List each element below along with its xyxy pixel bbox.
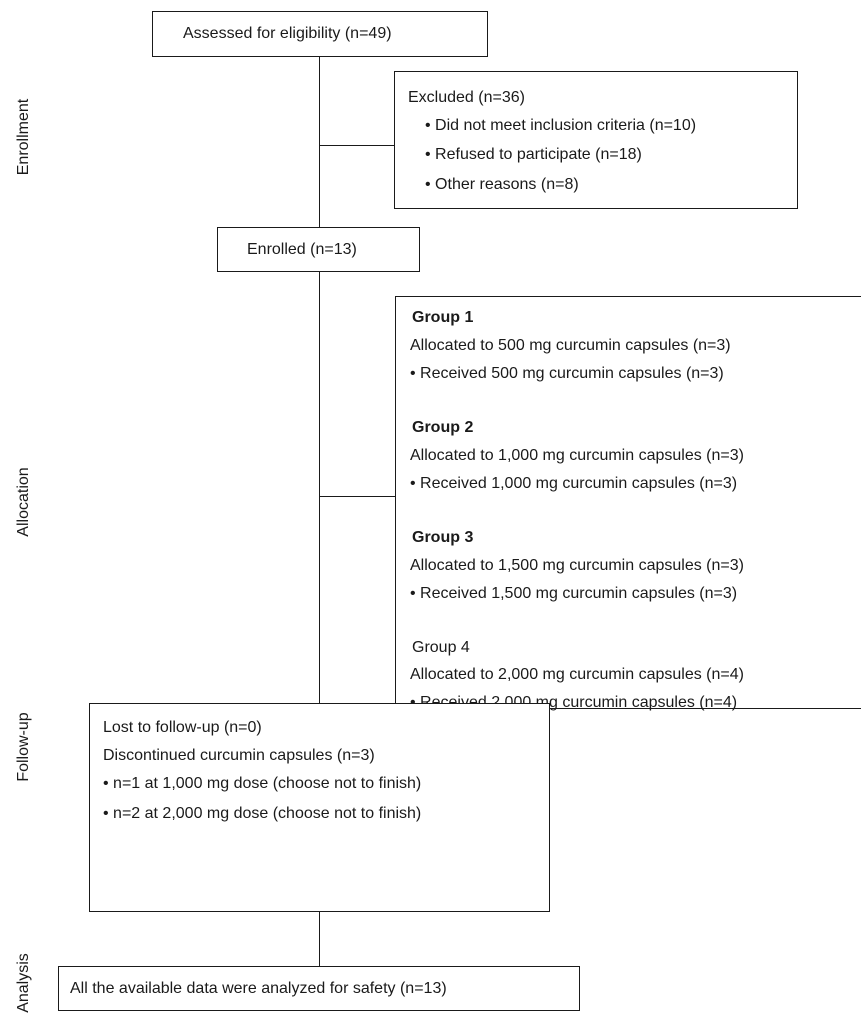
- connector-main-top: [319, 56, 320, 228]
- group-allocated: Allocated to 1,500 mg curcumin capsules …: [410, 557, 744, 574]
- stage-label-followup: Follow-up: [15, 712, 32, 782]
- connector-groups: [319, 496, 396, 497]
- stage-label-allocation: Allocation: [15, 467, 32, 537]
- group-received: • Received 1,500 mg curcumin capsules (n…: [410, 585, 738, 602]
- followup-discontinued: Discontinued curcumin capsules (n=3): [103, 747, 375, 764]
- group-received: • Received 1,000 mg curcumin capsules (n…: [410, 475, 738, 492]
- assessed-text: Assessed for eligibility (n=49): [183, 25, 392, 42]
- excluded-item: • Other reasons (n=8): [425, 176, 579, 193]
- group-name: Group 1: [412, 309, 474, 326]
- followup-item: • n=1 at 1,000 mg dose (choose not to fi…: [103, 775, 422, 792]
- group-name: Group 2: [412, 419, 474, 436]
- group-allocated: Allocated to 2,000 mg curcumin capsules …: [410, 666, 744, 683]
- connector-main-bottom: [319, 911, 320, 967]
- allocation-groups-box: Group 1 Allocated to 500 mg curcumin cap…: [395, 296, 861, 711]
- group-allocated: Allocated to 1,000 mg curcumin capsules …: [410, 447, 744, 464]
- excluded-item: • Did not meet inclusion criteria (n=10): [425, 117, 697, 134]
- enrolled-box: Enrolled (n=13): [217, 227, 420, 272]
- excluded-item: • Refused to participate (n=18): [425, 146, 642, 163]
- excluded-box: Excluded (n=36) • Did not meet inclusion…: [394, 71, 798, 209]
- followup-box: Lost to follow-up (n=0) Discontinued cur…: [89, 703, 550, 912]
- analysis-text: All the available data were analyzed for…: [70, 980, 447, 997]
- group-name: Group 3: [412, 529, 474, 546]
- followup-lost: Lost to follow-up (n=0): [103, 719, 262, 736]
- excluded-title: Excluded (n=36): [408, 89, 525, 106]
- group-received: • Received 500 mg curcumin capsules (n=3…: [410, 365, 724, 382]
- group-name: Group 4: [412, 639, 470, 656]
- connector-main-middle: [319, 271, 320, 704]
- stage-label-enrollment: Enrollment: [15, 98, 32, 176]
- enrolled-text: Enrolled (n=13): [247, 241, 357, 258]
- group-allocated: Allocated to 500 mg curcumin capsules (n…: [410, 337, 731, 354]
- followup-item: • n=2 at 2,000 mg dose (choose not to fi…: [103, 805, 422, 822]
- analysis-box: All the available data were analyzed for…: [58, 966, 580, 1011]
- assessed-box: Assessed for eligibility (n=49): [152, 11, 488, 57]
- stage-label-analysis: Analysis: [15, 953, 32, 1013]
- connector-excluded: [319, 145, 395, 146]
